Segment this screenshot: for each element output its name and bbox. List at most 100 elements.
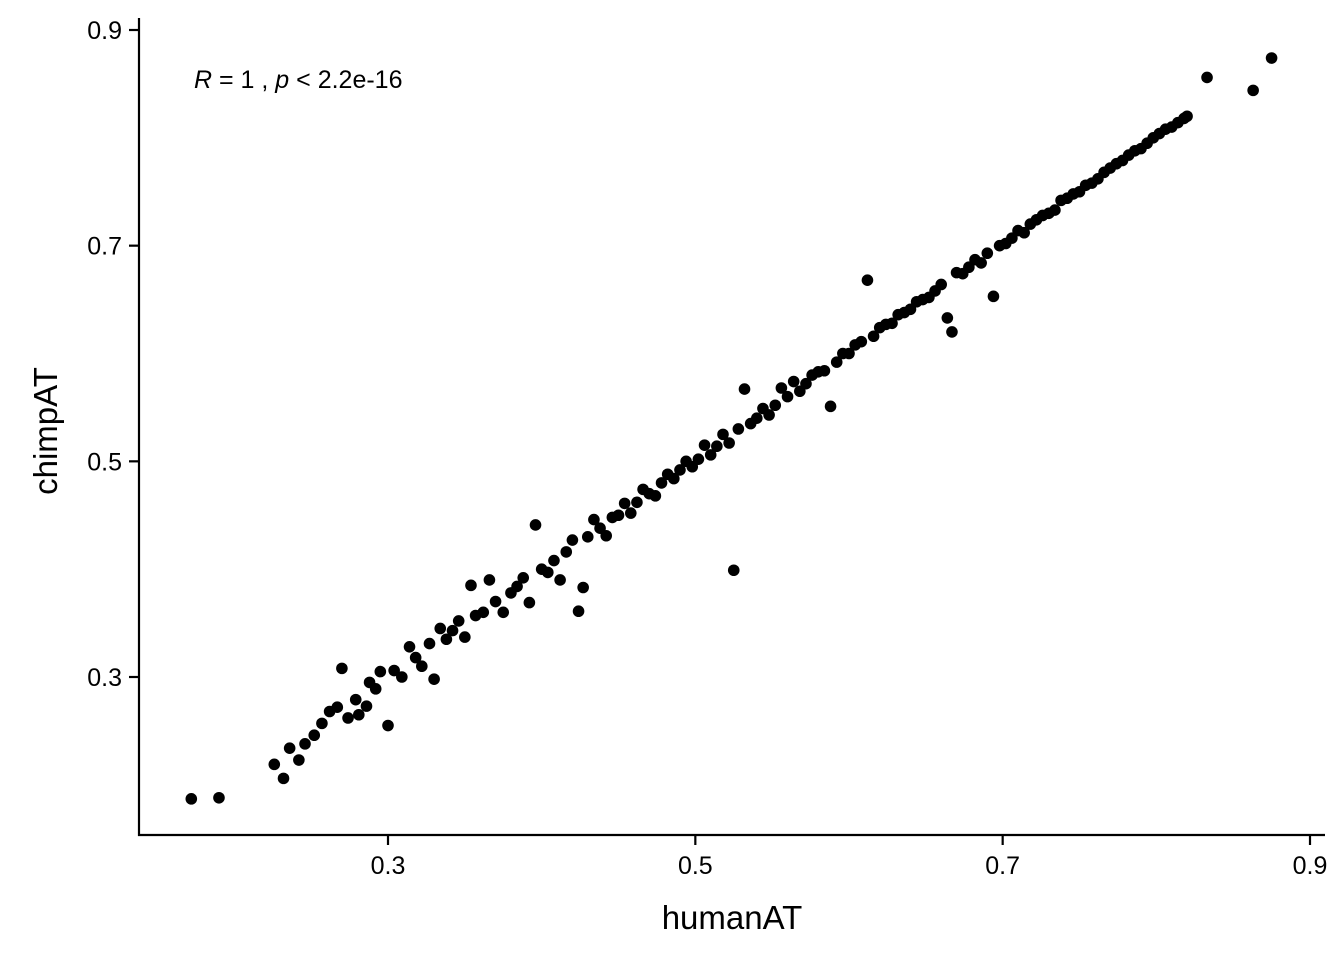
data-point [489, 595, 502, 608]
data-point [452, 615, 465, 627]
data-point [855, 335, 868, 348]
data-point [935, 278, 947, 291]
data-point [787, 375, 800, 388]
data-point [1181, 110, 1193, 123]
data-point [268, 758, 281, 771]
data-point [283, 742, 296, 754]
data-point [732, 423, 745, 435]
x-axis-title: humanAT [662, 899, 803, 936]
data-point [1018, 226, 1030, 239]
data-point [886, 317, 898, 330]
data-point [751, 412, 763, 425]
data-point [1265, 52, 1278, 64]
data-point [523, 596, 536, 609]
correlation-annotation: R = 1 , p < 2.2e-16 [194, 66, 402, 94]
data-point [428, 673, 440, 685]
data-point [477, 606, 490, 619]
data-point [572, 605, 585, 618]
y-tick-label: 0.5 [87, 448, 122, 476]
data-point [723, 437, 735, 449]
data-point [867, 330, 880, 343]
data-point [738, 383, 751, 395]
y-ticks: 0.3 0.5 0.7 0.9 [87, 17, 139, 692]
data-point [316, 717, 328, 730]
x-tick-label: 0.7 [985, 852, 1020, 880]
data-point [497, 606, 510, 619]
data-point [416, 660, 428, 673]
data-point [542, 566, 554, 579]
data-point [612, 509, 625, 522]
data-point [308, 729, 321, 742]
data-point [769, 399, 782, 412]
data-point [861, 274, 874, 286]
y-tick-label: 0.7 [87, 233, 122, 261]
data-point [299, 738, 311, 750]
data-point [975, 257, 987, 269]
data-point [727, 564, 740, 577]
x-tick-label: 0.3 [371, 852, 406, 880]
y-tick-label: 0.9 [87, 17, 122, 45]
data-point [511, 580, 523, 593]
y-axis-title: chimpAT [27, 367, 64, 495]
data-point [830, 356, 843, 368]
data-point [624, 507, 637, 519]
data-point [293, 754, 305, 766]
data-point [336, 662, 348, 675]
annotation-p-symbol: p [274, 66, 289, 94]
data-point [434, 622, 447, 635]
data-point [674, 464, 686, 476]
data-point [618, 497, 631, 510]
data-point [342, 712, 354, 724]
data-point [277, 772, 290, 785]
data-point [409, 651, 422, 664]
data-point [946, 326, 958, 338]
data-point [548, 554, 560, 567]
data-point [396, 671, 408, 683]
data-point [824, 400, 837, 413]
data-point [446, 624, 459, 637]
plot-points [185, 52, 1278, 805]
x-ticks: 0.3 0.5 0.7 0.9 [371, 835, 1328, 880]
data-point [374, 665, 387, 678]
data-point [185, 793, 198, 805]
x-tick-label: 0.5 [678, 852, 713, 880]
annotation-p-value: < 2.2e-16 [289, 66, 402, 94]
data-point [987, 290, 1000, 303]
data-point [692, 453, 705, 465]
data-point [698, 439, 711, 451]
data-point [800, 377, 812, 390]
data-point [843, 347, 855, 360]
data-point [483, 574, 496, 586]
data-point [649, 490, 662, 502]
data-point [775, 382, 788, 394]
data-point [1201, 71, 1213, 84]
data-point [704, 449, 717, 461]
y-tick-label: 0.3 [87, 664, 122, 692]
data-point [717, 428, 729, 441]
data-point [668, 472, 680, 485]
data-point [517, 571, 530, 584]
data-point [529, 519, 542, 531]
data-point [388, 664, 400, 677]
data-point [981, 247, 994, 260]
data-point [581, 531, 594, 543]
x-tick-label: 0.9 [1293, 852, 1328, 880]
data-point [554, 574, 566, 586]
data-point [403, 641, 416, 653]
data-point [353, 708, 365, 721]
data-point [781, 390, 794, 403]
data-point [440, 633, 453, 646]
data-point [369, 683, 382, 695]
data-point [382, 719, 394, 732]
data-point [566, 534, 579, 546]
data-point [588, 513, 600, 526]
annotation-r-value: = 1 , [212, 66, 275, 94]
data-point [763, 409, 775, 421]
data-point [577, 581, 589, 594]
data-point [941, 312, 954, 324]
data-point [459, 631, 471, 643]
data-point [465, 579, 477, 592]
data-point [655, 477, 668, 489]
data-point [349, 693, 362, 706]
